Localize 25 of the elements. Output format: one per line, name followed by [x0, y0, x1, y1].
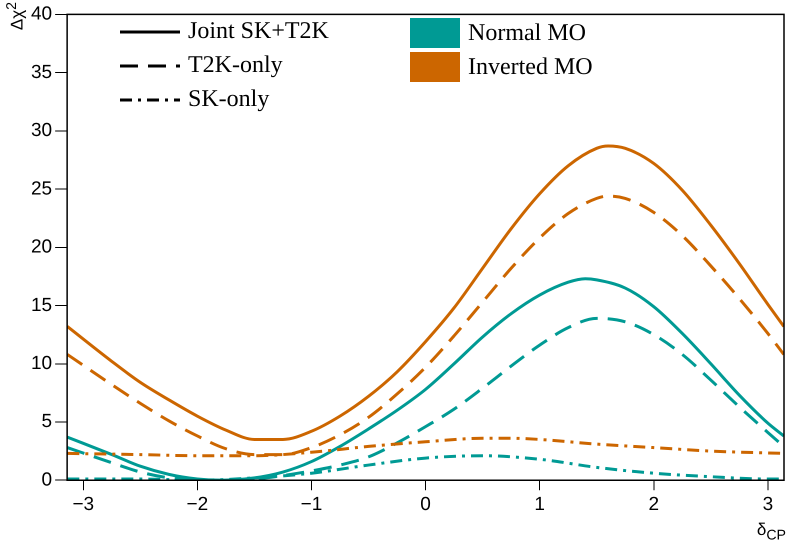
y-tick-label: 40 [30, 4, 52, 25]
x-axis-title: δ$_{CP}$ [756, 520, 786, 544]
y-tick-label: 0 [42, 469, 52, 490]
annotation: Normal MO [468, 20, 586, 46]
y-tick-label: 5 [42, 411, 52, 432]
x-tick-label: 0 [420, 494, 431, 515]
x-tick-label: −1 [300, 494, 322, 515]
y-tick-label: 15 [30, 294, 52, 316]
y-tick-label: 25 [30, 178, 52, 200]
y-tick-label: 30 [30, 120, 52, 142]
line-series [67, 194, 784, 456]
x-tick-label: 1 [534, 494, 545, 515]
x-tick-label: 2 [648, 494, 660, 515]
annotation: Inverted MO [468, 54, 593, 80]
line-series [67, 144, 784, 441]
annotation: SK-only [188, 86, 270, 113]
line-series [67, 277, 784, 480]
x-tick-label: −3 [72, 494, 94, 515]
annotation: T2K-only [188, 52, 283, 79]
y-tick-label: 20 [30, 236, 52, 258]
y-tick-label: 10 [30, 352, 52, 374]
y-tick-label: 35 [30, 62, 52, 83]
x-tick-label: −2 [186, 494, 208, 515]
x-tick-label: 3 [762, 494, 774, 515]
annotation: Joint SK+T2K [188, 18, 329, 45]
